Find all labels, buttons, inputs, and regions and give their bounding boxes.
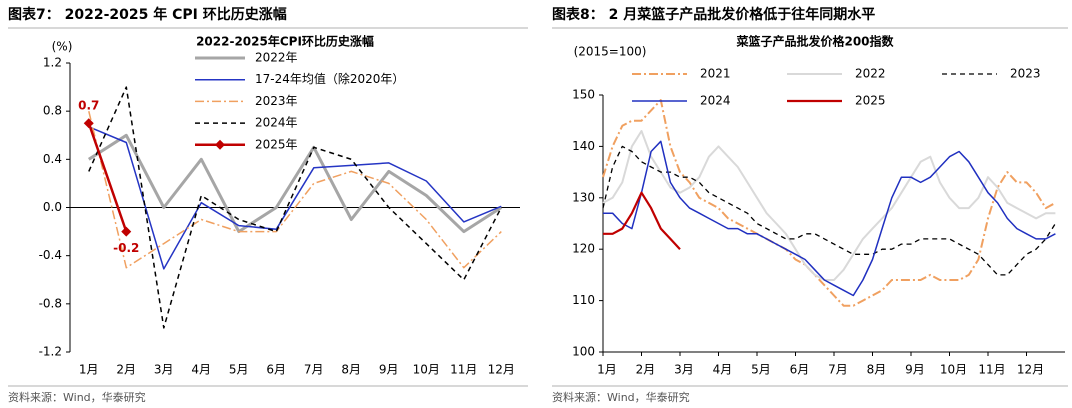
x-tick-label: 12月 [1017, 363, 1044, 377]
legend-label: 2025 [855, 94, 886, 108]
x-tick-label: 2月 [636, 363, 656, 377]
x-tick-label: 11月 [978, 363, 1005, 377]
y-tick-label: 130 [572, 190, 595, 204]
x-tick-label: 4月 [713, 363, 733, 377]
y-tick-label: 140 [572, 139, 595, 153]
x-tick-label: 8月 [341, 363, 361, 377]
series-line [88, 111, 502, 269]
chart-title: 2022-2025年CPI环比历史涨幅 [196, 34, 374, 49]
chart-title: 菜篮子产品批发价格200指数 [735, 34, 894, 49]
y-tick-label: 0.8 [43, 104, 62, 118]
x-tick-label: 9月 [379, 363, 399, 377]
source-note: 资料来源：Wind，华泰研究 [552, 390, 690, 404]
legend-label: 2023 [1010, 67, 1041, 81]
figure-header: 图表8： 2 月菜篮子产品批发价格低于往年同期水平 [552, 6, 875, 23]
axis-label: (2015=100) [574, 45, 647, 59]
legend-label: 2024 [700, 94, 731, 108]
y-tick-label: 100 [572, 345, 595, 359]
y-tick-label: -0.4 [39, 248, 62, 262]
y-tick-label: 110 [572, 293, 595, 307]
x-tick-label: 7月 [828, 363, 848, 377]
x-tick-label: 5月 [751, 363, 771, 377]
series-line [602, 130, 1056, 281]
x-tick-label: 7月 [304, 363, 324, 377]
legend-label: 17-24年均值（除2020年） [255, 71, 404, 86]
x-tick-label: 4月 [191, 363, 211, 377]
y-tick-label: 150 [572, 88, 595, 102]
series-line [602, 99, 1056, 307]
series-line [603, 140, 1056, 297]
series-line [602, 145, 1056, 276]
marker [83, 118, 94, 129]
series-line [88, 86, 502, 329]
x-tick-label: 8月 [867, 363, 887, 377]
y-tick-label: -1.2 [39, 345, 62, 359]
x-tick-label: 1月 [597, 363, 617, 377]
x-tick-label: 2月 [116, 363, 136, 377]
legend-label: 2022年 [255, 51, 298, 65]
series-line [88, 126, 502, 270]
legend-label: 2025年 [255, 137, 298, 151]
axis-label: (%) [52, 40, 73, 54]
legend-label: 2024年 [255, 116, 298, 130]
figure-header: 图表7： 2022-2025 年 CPI 环比历史涨幅 [8, 6, 287, 23]
y-tick-label: -0.8 [39, 296, 62, 310]
y-tick-label: 120 [572, 242, 595, 256]
x-tick-label: 12月 [488, 363, 515, 377]
y-tick-label: 0.4 [43, 152, 62, 166]
data-label: -0.2 [113, 241, 139, 255]
source-note: 资料来源：Wind，华泰研究 [8, 390, 146, 404]
y-tick-label: 0.0 [43, 200, 62, 214]
x-tick-label: 6月 [790, 363, 810, 377]
y-tick-label: 1.2 [43, 56, 62, 70]
legend-marker [215, 139, 225, 150]
x-tick-label: 9月 [905, 363, 925, 377]
x-tick-label: 10月 [940, 363, 967, 377]
marker [121, 226, 132, 237]
legend-label: 2023年 [255, 94, 298, 108]
x-tick-label: 3月 [674, 363, 694, 377]
x-tick-label: 11月 [450, 363, 477, 377]
x-tick-label: 1月 [79, 363, 99, 377]
legend-label: 2021 [700, 67, 731, 81]
series-line [87, 133, 503, 234]
legend-label: 2022 [855, 67, 886, 81]
x-tick-label: 10月 [413, 363, 440, 377]
series-line [603, 191, 681, 250]
data-label: 0.7 [78, 99, 99, 113]
series-line [87, 122, 128, 233]
x-tick-label: 6月 [266, 363, 286, 377]
x-tick-label: 5月 [229, 363, 249, 377]
x-tick-label: 3月 [154, 363, 174, 377]
